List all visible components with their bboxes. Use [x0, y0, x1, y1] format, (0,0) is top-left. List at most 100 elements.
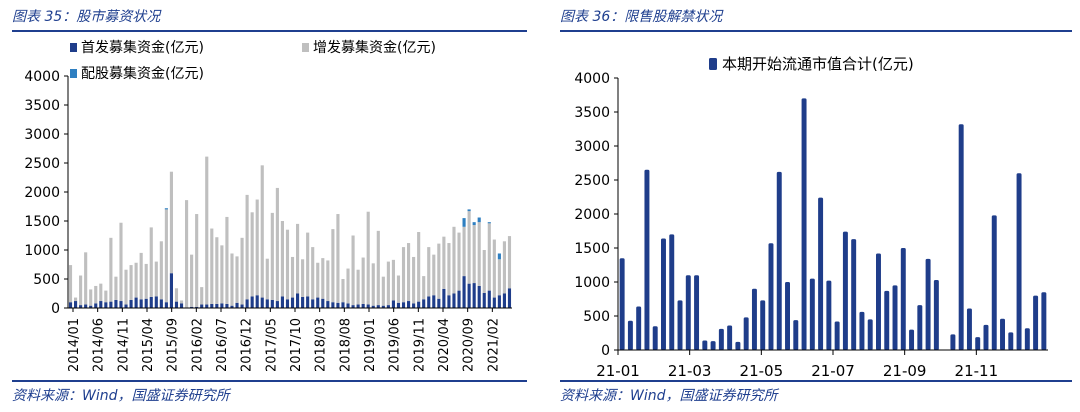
additional-offering-bar [311, 247, 315, 300]
additional-offering-bar [467, 211, 471, 284]
ipo-bar [497, 295, 501, 308]
ipo-bar [381, 305, 385, 308]
ipo-bar [179, 303, 184, 308]
ipo-bar [442, 288, 446, 308]
lockup-expiry-bar [809, 278, 815, 350]
ipo-bar [462, 276, 466, 308]
lockup-expiry-bar [925, 258, 931, 350]
additional-offering-bar [376, 230, 380, 306]
left-caption-rule [12, 30, 527, 32]
ipo-bar [245, 299, 249, 308]
x-tick-label: 2020/09 [462, 318, 477, 372]
ipo-bar [290, 297, 295, 308]
lockup-expiry-bar [975, 337, 981, 350]
additional-offering-bar [336, 214, 340, 303]
additional-offering-bar [68, 265, 73, 303]
x-tick-label: 21-03 [668, 362, 712, 380]
ipo-bar [240, 304, 244, 308]
ipo-bar [114, 299, 118, 308]
x-tick-label: 2014/06 [92, 318, 107, 372]
additional-offering-bar [492, 239, 496, 298]
lockup-expiry-bar [884, 290, 890, 350]
lockup-expiry-bar [652, 326, 658, 350]
lockup-expiry-bar [909, 329, 915, 350]
lockup-expiry-bar [958, 124, 964, 351]
ipo-bar [174, 301, 179, 308]
additional-offering-bar [139, 252, 143, 300]
additional-offering-bar [79, 275, 83, 306]
additional-offering-bar [462, 226, 466, 277]
lockup-expiry-bar [966, 308, 972, 350]
ipo-bar [220, 303, 224, 308]
lockup-expiry-bar [851, 239, 857, 350]
additional-offering-bar [331, 229, 335, 303]
ipo-bar [94, 303, 98, 308]
y-tick-label: 3500 [574, 105, 610, 121]
additional-offering-bar [442, 236, 446, 289]
lockup-expiry-bar [892, 285, 898, 350]
lockup-expiry-bar [727, 325, 733, 350]
ipo-bar [154, 296, 158, 308]
ipo-bar [457, 290, 461, 308]
fundraising-stacked-bar-chart: 0 500 1000 1500 2000 2500 3000 3500 4000 2014/01 2… [24, 39, 512, 372]
ipo-bar [124, 304, 128, 308]
ipo-bar [356, 304, 360, 308]
lockup-expiry-bar [1000, 318, 1005, 350]
x-tick-label: 2019/11 [412, 318, 427, 372]
x-tick-label: 21-07 [811, 362, 855, 380]
additional-offering-bar [427, 247, 431, 297]
x-tick-label: 2016/12 [240, 318, 255, 372]
y-tick-label: 3000 [574, 139, 610, 155]
additional-offering-bar [210, 228, 214, 304]
lockup-expiry-bar [950, 334, 956, 350]
ipo-bar [311, 299, 315, 308]
y-tick-label: 1000 [574, 275, 610, 291]
x-tick-label: 2015/04 [141, 318, 156, 372]
lockup-expiry-bar [983, 324, 989, 350]
ipo-bar [109, 301, 113, 308]
additional-offering-bar [94, 285, 98, 304]
ipo-bar [331, 302, 335, 308]
lockup-expiry-bar [619, 258, 625, 350]
rights-issue-bar [477, 217, 481, 223]
additional-offering-bar [306, 232, 310, 297]
additional-offering-bar [301, 259, 305, 297]
lockup-expiry-bar [710, 341, 716, 350]
y-tick-label: 2000 [574, 207, 610, 223]
ipo-bar [89, 305, 93, 308]
ipo-bar [296, 293, 300, 308]
additional-offering-bar [200, 287, 204, 305]
ipo-bar [210, 303, 214, 308]
lockup-expiry-bar [842, 231, 848, 350]
additional-offering-bar [169, 171, 173, 274]
additional-offering-bar [472, 225, 476, 284]
ipo-bar [68, 302, 73, 308]
additional-offering-bar [487, 223, 491, 291]
ipo-bar [407, 301, 411, 308]
ipo-bar [164, 302, 168, 308]
ipo-bar [99, 301, 103, 308]
lockup-expiry-bar [933, 279, 939, 350]
additional-offering-bar [230, 253, 234, 306]
lockup-expiry-bar [900, 248, 906, 350]
additional-offering-bar [412, 256, 416, 304]
additional-offering-bar [250, 212, 254, 297]
ipo-bar [225, 303, 229, 308]
additional-offering-bar [407, 243, 411, 302]
ipo-bar [265, 299, 269, 308]
additional-offering-bar [99, 283, 103, 302]
additional-offering-bar [296, 223, 300, 294]
ipo-bar [341, 302, 345, 308]
y-tick-label: 2500 [574, 173, 610, 189]
right-caption-rule [560, 30, 1072, 32]
right-source-rule [560, 380, 1072, 382]
x-tick-label: 2018/08 [338, 318, 353, 372]
lockup-expiry-bar [1024, 328, 1030, 350]
y-tick-label: 4000 [24, 69, 60, 85]
additional-offering-bar [285, 229, 290, 300]
legend-label: 增发募集资金(亿元) [313, 39, 436, 56]
additional-offering-bar [447, 243, 451, 296]
additional-offering-bar [507, 236, 512, 289]
additional-offering-bar [109, 237, 113, 302]
rights-issue-bar [472, 222, 476, 226]
